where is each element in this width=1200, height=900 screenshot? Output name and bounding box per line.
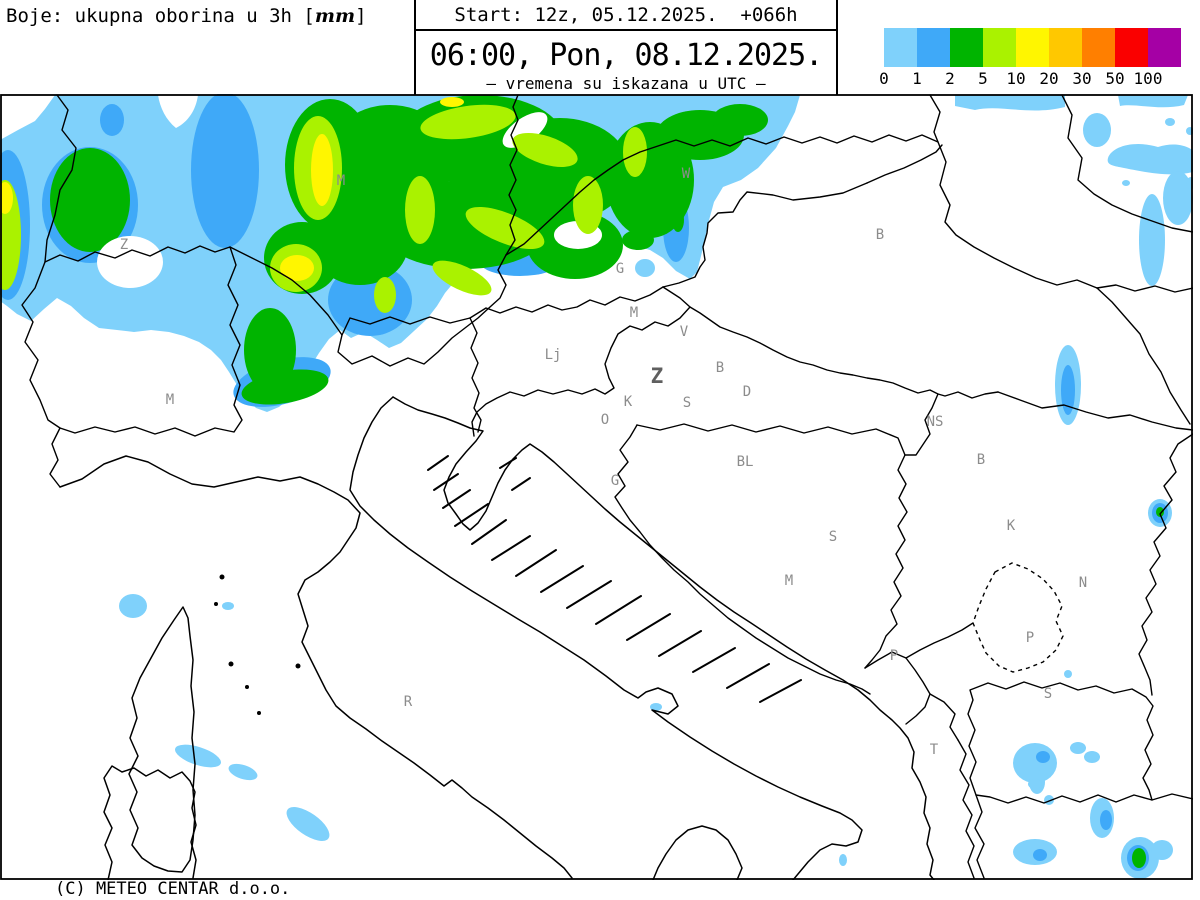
city-label: D — [743, 384, 751, 400]
map-title-bracket: ] — [355, 5, 367, 27]
city-label: K — [624, 394, 633, 410]
legend-tick-label: 0 — [879, 69, 889, 88]
precip-legend: 0 1 2 5 10 20 30 50 100 — [879, 28, 1181, 88]
adriatic-islands — [427, 455, 802, 703]
legend-labels: 0 1 2 5 10 20 30 50 100 — [879, 67, 1181, 88]
map-title-text: Boje: ukupna oborina u 3h [ — [6, 5, 315, 27]
legend-swatch — [1082, 28, 1115, 67]
tyrrhenian-islets — [214, 574, 301, 715]
city-label: P — [890, 648, 898, 664]
city-labels: M Z W G M V Lj Z B D K S O BL G S M B NS B K N P P S T M R — [120, 166, 1087, 758]
city-label: B — [716, 360, 724, 376]
city-label: B — [876, 227, 884, 243]
city-label: O — [601, 412, 609, 428]
legend-tick-label: 5 — [978, 69, 988, 88]
city-label: Lj — [545, 347, 562, 363]
city-label: P — [1026, 630, 1034, 646]
city-label: S — [1044, 686, 1052, 702]
country-borders — [21, 94, 1193, 879]
legend-swatch — [1115, 28, 1148, 67]
legend-swatch — [983, 28, 1016, 67]
legend-tick-label: 100 — [1133, 69, 1163, 88]
city-label: B — [977, 452, 985, 468]
city-label: M — [785, 573, 793, 589]
city-label: N — [1079, 575, 1087, 591]
map-title-unit: mm — [314, 5, 356, 27]
city-label: BL — [737, 454, 754, 470]
legend-swatch — [1148, 28, 1181, 67]
copyright-notice: (C) METEO CENTAR d.o.o. — [55, 879, 291, 899]
legend-swatch — [917, 28, 950, 67]
city-label: S — [829, 529, 837, 545]
city-label: S — [683, 395, 691, 411]
legend-swatch — [1049, 28, 1082, 67]
city-label: M — [630, 305, 638, 321]
city-label: K — [1007, 518, 1016, 534]
city-label: G — [616, 261, 624, 277]
map-area: M Z W G M V Lj Z B D K S O BL G S M B NS B K N P P S T M R — [0, 94, 1193, 880]
legend-swatches — [884, 28, 1181, 67]
city-label: T — [930, 742, 939, 758]
legend-swatch — [1016, 28, 1049, 67]
precip-yellow — [0, 97, 464, 281]
legend-swatch — [950, 28, 983, 67]
city-label: Z — [651, 364, 664, 388]
city-label: M — [337, 173, 345, 189]
map-frame — [0, 94, 1193, 880]
legend-tick-label: 30 — [1072, 69, 1092, 88]
city-label: V — [680, 324, 689, 340]
legend-tick-label: 10 — [1006, 69, 1026, 88]
precipitation-map: M Z W G M V Lj Z B D K S O BL G S M B NS B K N P P S T M R — [0, 94, 1193, 880]
city-label: M — [166, 392, 174, 408]
valid-time: 06:00, Pon, 08.12.2025. — [429, 38, 823, 73]
legend-tick-label: 50 — [1105, 69, 1125, 88]
city-label: W — [682, 166, 691, 182]
city-label: Z — [120, 237, 128, 253]
city-label: NS — [927, 414, 944, 430]
legend-tick-label: 20 — [1039, 69, 1059, 88]
utc-note: — vremena su iskazana u UTC — — [486, 73, 766, 93]
model-start-line: Start: 12z, 05.12.2025. +066h — [416, 0, 836, 31]
legend-tick-label: 1 — [912, 69, 922, 88]
kosovo-dashed-border — [972, 562, 1064, 673]
legend-tick-label: 2 — [945, 69, 955, 88]
map-title: Boje: ukupna oborina u 3h [mm] — [6, 5, 367, 27]
city-label: R — [404, 694, 413, 710]
time-header-box: Start: 12z, 05.12.2025. +066h 06:00, Pon… — [414, 0, 838, 95]
coastlines — [59, 396, 935, 880]
city-label: G — [611, 473, 619, 489]
legend-swatch — [884, 28, 917, 67]
precip-gaps — [97, 95, 602, 288]
